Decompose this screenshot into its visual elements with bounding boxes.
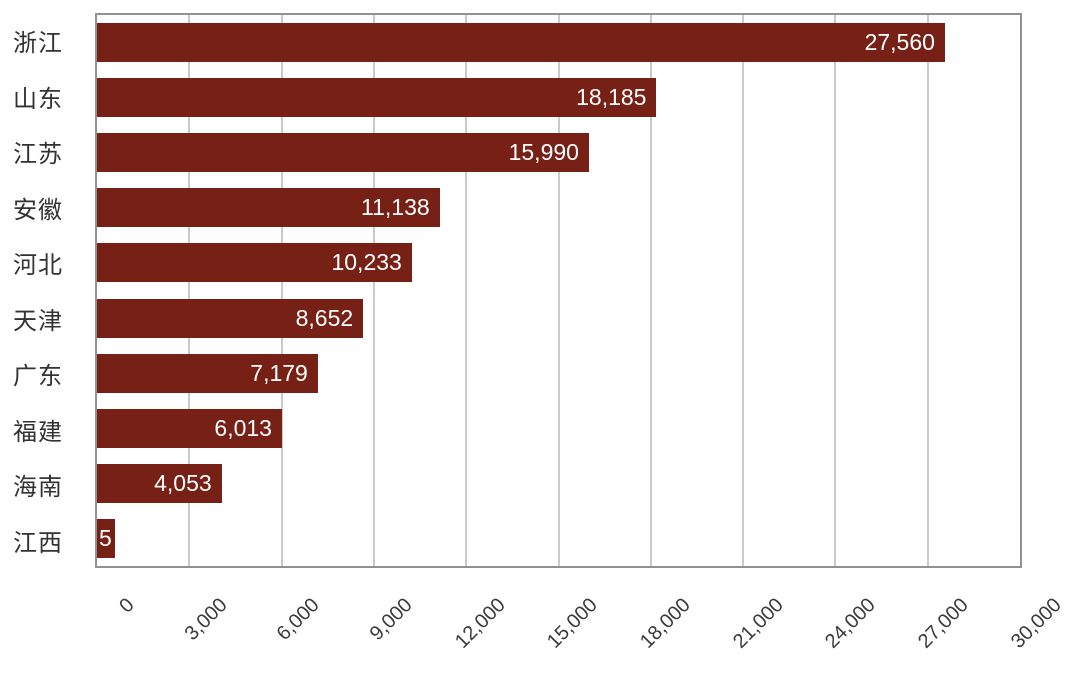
bar-row: 27,560	[97, 15, 1020, 70]
bar-value-label: 10,233	[331, 249, 402, 276]
bar: 15,990	[97, 133, 589, 173]
bar-value-label: 8,652	[295, 304, 354, 331]
bar-row: 4,053	[97, 456, 1020, 511]
x-tick-label: 9,000	[365, 594, 417, 645]
category-label: 海南	[13, 474, 63, 502]
bar-value-label: 4,053	[154, 469, 212, 496]
bar: 4,053	[97, 463, 222, 503]
bar: 6,013	[97, 408, 282, 448]
category-label: 安徽	[13, 196, 63, 224]
x-tick-label: 30,000	[1006, 594, 1066, 653]
bar: 8,652	[97, 298, 364, 338]
gridline	[649, 15, 652, 566]
bar-value-label: 11,138	[361, 194, 430, 221]
bar-value-label: 15,990	[508, 139, 579, 166]
category-label: 天津	[13, 307, 63, 335]
gridline	[465, 15, 468, 566]
category-label: 山东	[13, 85, 63, 113]
bar-value-label: 27,560	[864, 29, 935, 56]
category-label: 浙江	[13, 30, 63, 58]
x-tick-label: 21,000	[728, 594, 788, 653]
bar-value-label: 5	[99, 524, 112, 551]
bar-row: 8,652	[97, 290, 1020, 345]
bar-row: 10,233	[97, 235, 1020, 290]
gridline	[280, 15, 283, 566]
bar-value-label: 6,013	[214, 414, 272, 441]
bar-row: 15,990	[97, 125, 1020, 180]
bar: 10,233	[97, 243, 412, 283]
category-label: 江苏	[13, 141, 63, 169]
gridline	[557, 15, 560, 566]
bar-row: 18,185	[97, 70, 1020, 125]
bar-value-label: 18,185	[576, 84, 647, 111]
category-label: 河北	[13, 252, 63, 280]
bar-value-label: 7,179	[250, 359, 308, 386]
bar-row: 5	[97, 511, 1020, 566]
bar: 5	[97, 518, 115, 558]
y-axis-category-labels: 浙江山东江苏安徽河北天津广东福建海南江西	[0, 13, 95, 568]
category-label: 江西	[13, 529, 63, 557]
x-tick-label: 12,000	[450, 594, 510, 653]
bar-row: 6,013	[97, 401, 1020, 456]
x-tick-label: 24,000	[821, 594, 881, 653]
bar: 27,560	[97, 23, 945, 63]
plot-area: 27,560 18,185 15,990 11,138 10,233 8,652 7,179…	[95, 13, 1022, 568]
category-label: 广东	[13, 363, 63, 391]
bar-row: 11,138	[97, 180, 1020, 235]
x-tick-label: 18,000	[635, 594, 695, 653]
bar-rows: 27,560 18,185 15,990 11,138 10,233 8,652 7,179…	[97, 15, 1020, 566]
gridline	[926, 15, 929, 566]
gridline	[834, 15, 837, 566]
x-tick-label: 27,000	[914, 594, 973, 653]
gridline	[742, 15, 745, 566]
x-tick-label: 15,000	[543, 594, 603, 653]
x-tick-label: 3,000	[180, 594, 232, 645]
bar: 18,185	[97, 78, 657, 118]
gridline	[372, 15, 375, 566]
bar: 11,138	[97, 188, 440, 228]
x-tick-label: 0	[115, 594, 139, 618]
x-tick-label: 6,000	[272, 594, 324, 645]
bar: 7,179	[97, 353, 318, 393]
x-axis-tick-labels: 0 3,000 6,000 9,000 12,000 15,000 18,000 21,000…	[95, 568, 1065, 683]
category-label: 福建	[13, 418, 63, 446]
gridline	[188, 15, 191, 566]
bar-row: 7,179	[97, 346, 1020, 401]
